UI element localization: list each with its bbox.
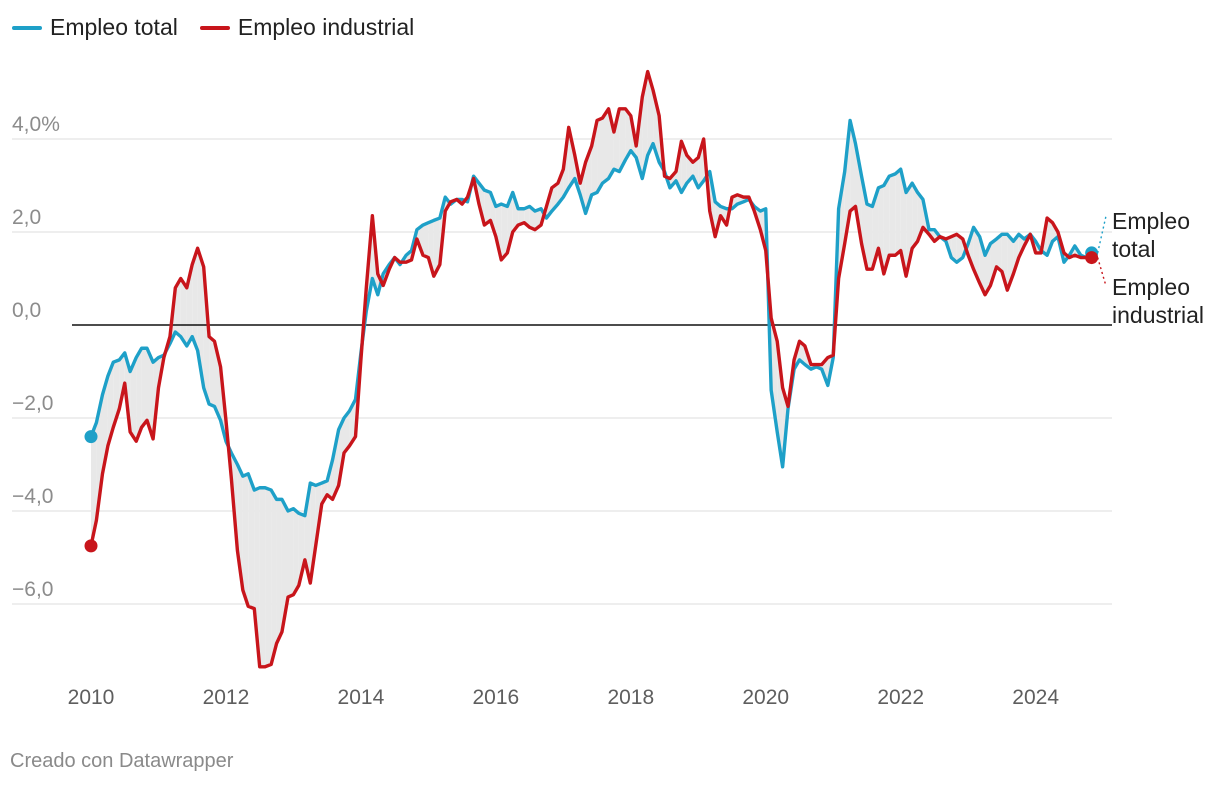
gap-fill-segment	[248, 473, 255, 609]
gap-fill-segment	[209, 336, 215, 407]
gap-fill-segment	[568, 127, 575, 188]
gap-fill-segment	[597, 118, 603, 193]
gap-fill-segment	[996, 234, 1002, 272]
gap-fill-segment	[956, 234, 963, 263]
gap-fill-segment	[484, 190, 491, 226]
gap-fill-segment	[298, 513, 305, 586]
gap-fill-segment	[883, 176, 890, 274]
x-tick-label-1: 2012	[203, 686, 250, 709]
end-label-connector-total	[1096, 215, 1107, 254]
gap-fill-segment	[771, 318, 778, 432]
x-tick-label-6: 2022	[877, 686, 924, 709]
end-label-connector-industrial	[1096, 257, 1107, 287]
gap-fill-segment	[866, 204, 873, 270]
gap-fill-segment	[608, 108, 614, 179]
gap-fill-segment	[580, 162, 586, 214]
series-lines-layer	[84, 69, 1107, 669]
y-tick-label-0: −6,0	[12, 578, 53, 601]
x-tick-label-7: 2024	[1012, 686, 1059, 709]
gap-fill-segment	[271, 490, 277, 665]
gap-fill-segment	[96, 394, 103, 521]
end-label-total-0: Empleo	[1112, 208, 1190, 234]
legend-swatch-industrial	[199, 25, 230, 30]
gap-fill-segment	[175, 278, 181, 337]
x-tick-label-3: 2016	[472, 686, 519, 709]
gap-fill-segment	[1047, 218, 1053, 256]
gap-fill-segment	[107, 362, 114, 446]
end-label-total-1: total	[1112, 236, 1155, 262]
gap-fill-segment	[433, 218, 440, 277]
gap-fill-segment	[141, 348, 148, 428]
series-start-point-total	[84, 430, 98, 444]
gap-fill-segment	[276, 499, 282, 644]
gap-fill-segment	[557, 169, 564, 205]
legend-item-industrial: Empleo industrial	[199, 14, 415, 41]
gap-fill-segment	[698, 139, 704, 188]
legend-label-industrial: Empleo industrial	[237, 14, 415, 40]
y-tick-label-3: 0,0	[12, 299, 41, 322]
gap-fill-segment	[518, 208, 525, 226]
gap-fill-segment	[293, 508, 299, 595]
gap-fill-segment	[507, 192, 513, 253]
gap-fill-segment	[985, 243, 991, 295]
footer-credit: Creado con Datawrapper	[10, 750, 234, 772]
series-end-point-industrial	[1085, 251, 1099, 265]
gap-fill-segment	[422, 222, 429, 258]
legend: Empleo total Empleo industrial	[12, 14, 436, 41]
gap-fill-segment	[625, 108, 631, 160]
gap-fill-segment	[136, 348, 142, 442]
gap-fill-segment	[180, 278, 187, 346]
gap-fill-segment	[990, 238, 997, 286]
x-tick-label-4: 2018	[607, 686, 654, 709]
gap-fill-segment	[501, 204, 508, 260]
end-label-industrial-1: industrial	[1112, 302, 1204, 328]
gap-fill-segment	[647, 71, 654, 156]
legend-label-total: Empleo total	[50, 14, 178, 40]
gap-fill-segment	[130, 357, 137, 442]
series-start-point-industrial	[84, 539, 98, 553]
gap-fill-segment	[310, 483, 316, 584]
y-tick-label-2: −2,0	[12, 392, 53, 415]
gap-fill-segment	[259, 487, 266, 667]
gap-fill-segment	[288, 508, 294, 598]
gap-fill-segment	[951, 234, 957, 263]
end-label-industrial-0: Empleo	[1112, 274, 1190, 300]
gap-fill-segment	[613, 108, 620, 172]
y-tick-label-5: 4,0%	[12, 113, 60, 136]
gap-fill-segment	[889, 173, 896, 256]
gap-fill-segment	[529, 206, 535, 230]
gap-fill-segment	[512, 192, 519, 232]
gap-fill-segment	[1013, 234, 1019, 274]
legend-swatch-total	[12, 25, 42, 30]
series-line-industrial	[89, 69, 1094, 669]
gap-fill-segment	[602, 108, 609, 184]
gap-fill-segment	[912, 183, 918, 249]
gap-fill-segment	[147, 348, 154, 439]
labels-layer: −6,0 −4,0 −2,0 0,0 2,0 4,0% 2010 2012 2014 2016 20…	[12, 113, 1204, 709]
gap-fill-segment	[591, 120, 598, 195]
series-line-total	[89, 118, 1094, 518]
gap-fill-segment	[242, 473, 249, 607]
gap-fill-segment	[968, 227, 974, 270]
gap-fill-segment	[321, 480, 328, 505]
y-tick-label-1: −4,0	[12, 485, 53, 508]
gap-fill-segment	[495, 204, 502, 260]
gap-fill-segment	[895, 169, 901, 256]
x-tick-label-0: 2010	[68, 686, 115, 709]
gap-fill-segment	[265, 487, 272, 667]
gap-fill-segment	[91, 422, 97, 546]
gap-fill-segment	[332, 429, 339, 500]
x-tick-label-5: 2020	[742, 686, 789, 709]
gap-fill-segment	[344, 411, 350, 453]
gap-fill-segment	[900, 169, 907, 277]
grid-layer	[12, 138, 1112, 605]
gap-fill-segment	[692, 157, 699, 188]
y-tick-label-4: 2,0	[12, 206, 41, 229]
x-tick-label-2: 2014	[338, 686, 385, 709]
legend-item-total: Empleo total	[12, 14, 178, 41]
gap-fill-segment	[619, 108, 626, 172]
